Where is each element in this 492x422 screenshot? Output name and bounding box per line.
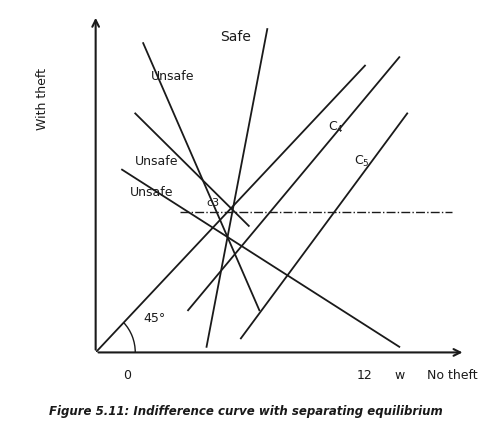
Text: w: w bbox=[394, 369, 404, 382]
Text: 0: 0 bbox=[123, 369, 131, 382]
Text: Unsafe: Unsafe bbox=[135, 155, 179, 168]
Text: With theft: With theft bbox=[36, 68, 49, 130]
Text: No theft: No theft bbox=[427, 369, 477, 382]
Text: C$_4$: C$_4$ bbox=[328, 120, 344, 135]
Text: Unsafe: Unsafe bbox=[130, 186, 174, 199]
Text: C$_5$: C$_5$ bbox=[354, 154, 370, 169]
Text: Figure 5.11: Indifference curve with separating equilibrium: Figure 5.11: Indifference curve with sep… bbox=[49, 405, 443, 418]
Text: 45°: 45° bbox=[143, 312, 165, 325]
Text: c3: c3 bbox=[207, 198, 219, 208]
Text: Unsafe: Unsafe bbox=[151, 70, 195, 84]
Text: Safe: Safe bbox=[220, 30, 251, 44]
Text: 12: 12 bbox=[357, 369, 373, 382]
